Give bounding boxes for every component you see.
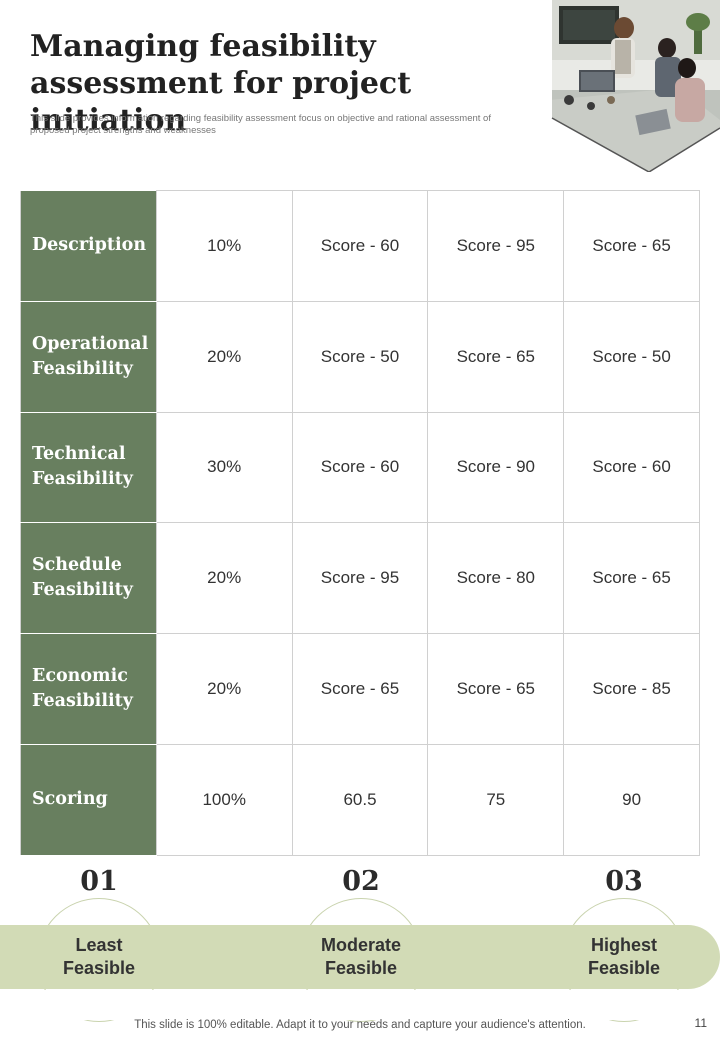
table-cell: 10% — [155, 190, 293, 302]
slide-title: Managing feasibility assessment for proj… — [30, 29, 412, 138]
table-cell: Score - 65 — [291, 633, 429, 745]
team-meeting-photo — [551, 0, 720, 172]
ring-cap — [562, 990, 686, 1020]
ring-cap — [299, 990, 423, 1020]
slide-subtitle: This slide provides information regardin… — [30, 113, 491, 136]
table-row: Scoring 100% 60.5 75 90 — [20, 743, 700, 856]
table-cell: 60.5 — [291, 743, 429, 856]
level-label-moderate: Moderate Feasible — [296, 934, 426, 980]
table-row: Economic Feasibility 20% Score - 65 Scor… — [20, 633, 700, 745]
table-row: Technical Feasibility 30% Score - 60 Sco… — [20, 411, 700, 524]
table-cell: Score - 50 — [563, 300, 700, 413]
page-number: 11 — [694, 1016, 707, 1030]
level-number: 01 — [80, 866, 118, 897]
footer-note: This slide is 100% editable. Adapt it to… — [134, 1019, 586, 1031]
level-line: Feasible — [587, 958, 661, 978]
table-cell: 30% — [155, 411, 293, 524]
table-cell: Score - 95 — [291, 522, 429, 635]
table-cell: Score - 95 — [427, 190, 565, 302]
ring-cap — [37, 990, 161, 1020]
table-row: Description 10% Score - 60 Score - 95 Sc… — [20, 190, 700, 302]
table-cell: 90 — [563, 743, 700, 856]
table-cell: 75 — [427, 743, 565, 856]
table-cell: 20% — [155, 522, 293, 635]
table-cell: Score - 65 — [427, 633, 565, 745]
row-label: Schedule Feasibility — [20, 522, 157, 635]
row-label: Operational Feasibility — [20, 300, 157, 413]
level-line: Moderate — [320, 935, 401, 955]
table-cell: Score - 85 — [563, 633, 700, 745]
row-label: Technical Feasibility — [20, 411, 157, 524]
table-cell: 20% — [155, 633, 293, 745]
table-cell: Score - 65 — [427, 300, 565, 413]
level-number: 02 — [342, 866, 380, 897]
feasibility-scale-band — [0, 925, 720, 989]
table-cell: Score - 80 — [427, 522, 565, 635]
table-cell: Score - 65 — [563, 190, 700, 302]
table-row: Operational Feasibility 20% Score - 50 S… — [20, 300, 700, 413]
level-label-highest: Highest Feasible — [559, 934, 689, 980]
table-cell: 100% — [155, 743, 293, 856]
table-cell: 20% — [155, 300, 293, 413]
table-cell: Score - 65 — [563, 522, 700, 635]
level-line: Highest — [590, 935, 657, 955]
table-cell: Score - 60 — [291, 190, 429, 302]
table-row: Schedule Feasibility 20% Score - 95 Scor… — [20, 522, 700, 635]
row-label: Economic Feasibility — [20, 633, 157, 745]
level-number: 03 — [605, 866, 643, 897]
row-label: Description — [20, 190, 157, 302]
level-line: Feasible — [62, 958, 136, 978]
level-line: Feasible — [324, 958, 398, 978]
table-cell: Score - 60 — [563, 411, 700, 524]
table-cell: Score - 90 — [427, 411, 565, 524]
row-label: Scoring — [20, 743, 157, 856]
feasibility-table: Description 10% Score - 60 Score - 95 Sc… — [20, 190, 700, 856]
table-cell: Score - 50 — [291, 300, 429, 413]
level-line: Least — [75, 935, 123, 955]
table-cell: Score - 60 — [291, 411, 429, 524]
level-label-least: Least Feasible — [34, 934, 164, 980]
